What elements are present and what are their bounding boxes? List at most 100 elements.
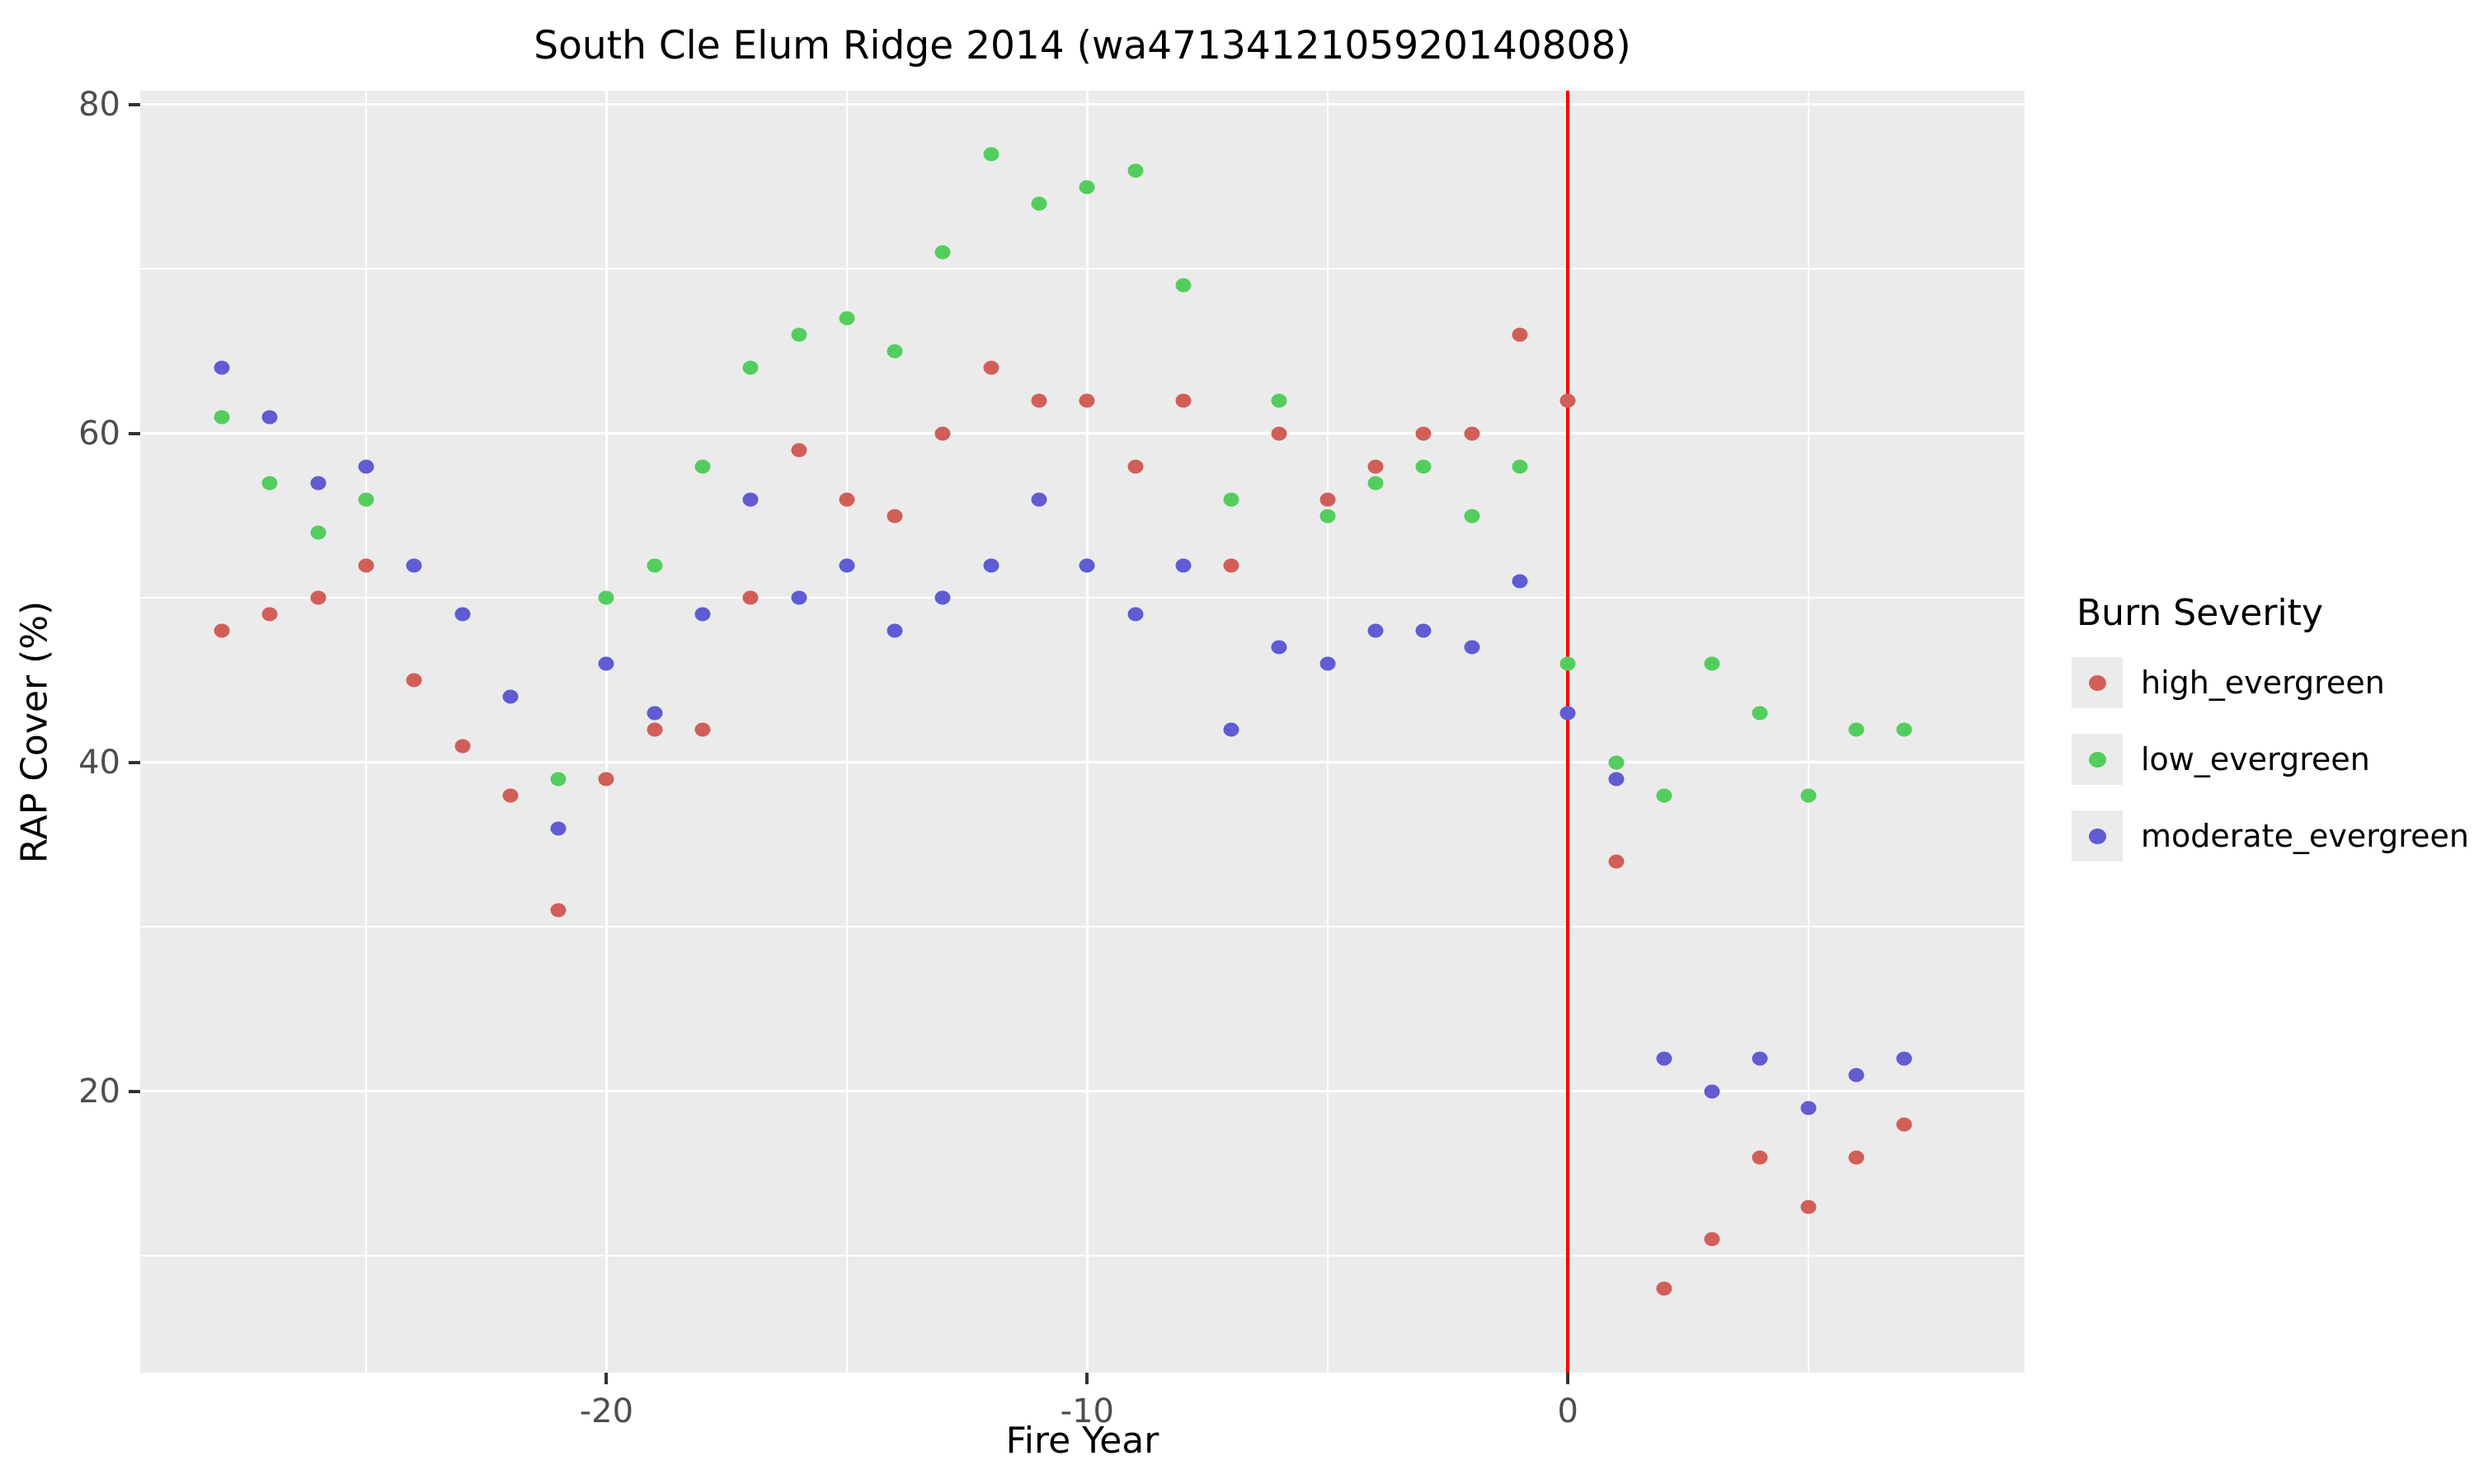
data-point (1512, 327, 1528, 342)
data-point (1079, 558, 1095, 573)
data-point (1896, 722, 1912, 737)
data-point (1608, 854, 1625, 869)
data-point (1464, 509, 1480, 524)
data-point (742, 492, 759, 507)
data-point (1223, 558, 1239, 573)
data-point (261, 607, 278, 622)
data-point (1848, 1068, 1865, 1082)
x-axis-tick (1566, 1373, 1570, 1384)
data-point (598, 590, 614, 605)
x-tick-label: -10 (1060, 1392, 1114, 1430)
data-point (598, 656, 614, 671)
data-point (742, 590, 759, 605)
data-point (1319, 492, 1336, 507)
legend-item-low_evergreen: low_evergreen (2072, 734, 2469, 785)
legend-title: Burn Severity (2077, 592, 2323, 634)
data-point (502, 788, 519, 803)
data-point (1559, 393, 1576, 408)
data-point (358, 558, 374, 573)
data-point (1752, 706, 1768, 721)
data-point (598, 772, 614, 787)
data-point (839, 558, 855, 573)
data-point (1656, 1051, 1672, 1066)
y-axis-tick (129, 760, 140, 764)
legend-swatch-dot (2088, 828, 2106, 844)
data-point (310, 590, 327, 605)
data-point (1175, 278, 1192, 293)
gridline-minor-y (140, 268, 2025, 270)
plot-panel (140, 91, 2025, 1373)
data-point (1608, 772, 1625, 787)
data-point (1752, 1051, 1768, 1066)
y-tick-label: 40 (78, 743, 120, 782)
legend-item-high_evergreen: high_evergreen (2072, 657, 2469, 708)
data-point (454, 607, 471, 622)
data-point (791, 590, 807, 605)
gridline-major-y (140, 1090, 2025, 1093)
data-point (1512, 574, 1528, 589)
y-axis-label: RAP Cover (%) (13, 600, 56, 863)
fire-year-vline (1566, 91, 1570, 1373)
data-point (1319, 656, 1336, 671)
data-point (1175, 558, 1192, 573)
legend-key (2072, 734, 2123, 785)
data-point (1223, 722, 1239, 737)
data-point (1127, 459, 1144, 474)
y-axis-tick (129, 431, 140, 435)
data-point (1079, 180, 1095, 195)
data-point (839, 492, 855, 507)
data-point (1656, 1281, 1672, 1296)
y-tick-label: 80 (78, 85, 120, 124)
data-point (454, 739, 471, 754)
x-tick-label: 0 (1557, 1392, 1578, 1430)
data-point (1800, 788, 1817, 803)
data-point (887, 509, 903, 524)
legend-item-label: low_evergreen (2141, 741, 2370, 777)
data-point (934, 426, 951, 441)
gridline-minor-y (140, 597, 2025, 599)
data-point (502, 689, 519, 704)
data-point (1848, 1150, 1865, 1165)
data-point (1367, 459, 1384, 474)
data-point (214, 360, 230, 375)
data-point (358, 492, 374, 507)
legend: Burn Severity high_evergreen low_evergree… (2072, 592, 2469, 887)
data-point (1608, 755, 1625, 770)
data-point (647, 558, 663, 573)
data-point (261, 476, 278, 491)
data-point (1271, 640, 1287, 655)
data-point (647, 706, 663, 721)
legend-key (2072, 657, 2123, 708)
data-point (1367, 623, 1384, 638)
data-point (1175, 393, 1192, 408)
data-point (742, 360, 759, 375)
data-point (1656, 788, 1672, 803)
data-point (1367, 476, 1384, 491)
x-axis-tick (1085, 1373, 1089, 1384)
gridline-minor-y (140, 926, 2025, 928)
gridline-minor-x (1807, 91, 1809, 1373)
data-point (1752, 1150, 1768, 1165)
gridline-major-x (604, 91, 608, 1373)
data-point (647, 722, 663, 737)
data-point (1271, 393, 1287, 408)
data-point (887, 623, 903, 638)
legend-swatch-dot (2088, 674, 2106, 691)
y-tick-label: 60 (78, 414, 120, 453)
data-point (1415, 459, 1432, 474)
data-point (1031, 492, 1047, 507)
data-point (550, 903, 567, 918)
data-point (550, 821, 567, 836)
data-point (406, 558, 422, 573)
legend-item-label: high_evergreen (2141, 665, 2385, 701)
data-point (1559, 706, 1576, 721)
gridline-minor-y (140, 1255, 2025, 1257)
data-point (1896, 1051, 1912, 1066)
data-point (214, 410, 230, 425)
data-point (1704, 1084, 1720, 1099)
legend-key (2072, 810, 2123, 862)
data-point (1512, 459, 1528, 474)
y-axis-tick (129, 1089, 140, 1093)
data-point (550, 772, 567, 787)
